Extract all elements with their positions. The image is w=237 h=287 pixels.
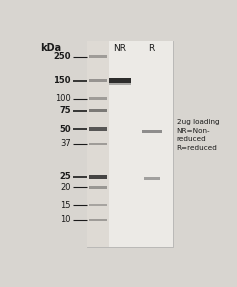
Bar xyxy=(140,41,173,247)
Bar xyxy=(109,83,131,85)
Text: 25: 25 xyxy=(59,172,71,181)
Text: NR: NR xyxy=(113,44,126,53)
Bar xyxy=(87,41,109,247)
Bar xyxy=(87,41,173,247)
Text: 150: 150 xyxy=(54,76,71,85)
Bar xyxy=(89,143,107,145)
Bar xyxy=(109,78,131,83)
Bar xyxy=(142,130,162,133)
Text: 10: 10 xyxy=(60,215,71,224)
Bar xyxy=(89,127,107,131)
Bar xyxy=(143,177,160,180)
Bar xyxy=(89,109,107,112)
Bar xyxy=(89,55,107,58)
Bar xyxy=(89,204,107,206)
Bar xyxy=(89,97,107,100)
Text: R: R xyxy=(148,44,154,53)
Text: kDa: kDa xyxy=(40,43,61,53)
Text: 20: 20 xyxy=(60,183,71,192)
Bar xyxy=(89,186,107,189)
Text: 37: 37 xyxy=(60,139,71,148)
Text: 250: 250 xyxy=(54,52,71,61)
Text: 50: 50 xyxy=(59,125,71,133)
Bar xyxy=(89,175,107,179)
Bar xyxy=(109,41,140,247)
Text: 2ug loading
NR=Non-
reduced
R=reduced: 2ug loading NR=Non- reduced R=reduced xyxy=(177,119,219,151)
Bar xyxy=(89,79,107,82)
Text: 75: 75 xyxy=(59,106,71,115)
Bar xyxy=(89,218,107,221)
Text: 15: 15 xyxy=(60,201,71,210)
Text: 100: 100 xyxy=(55,94,71,103)
